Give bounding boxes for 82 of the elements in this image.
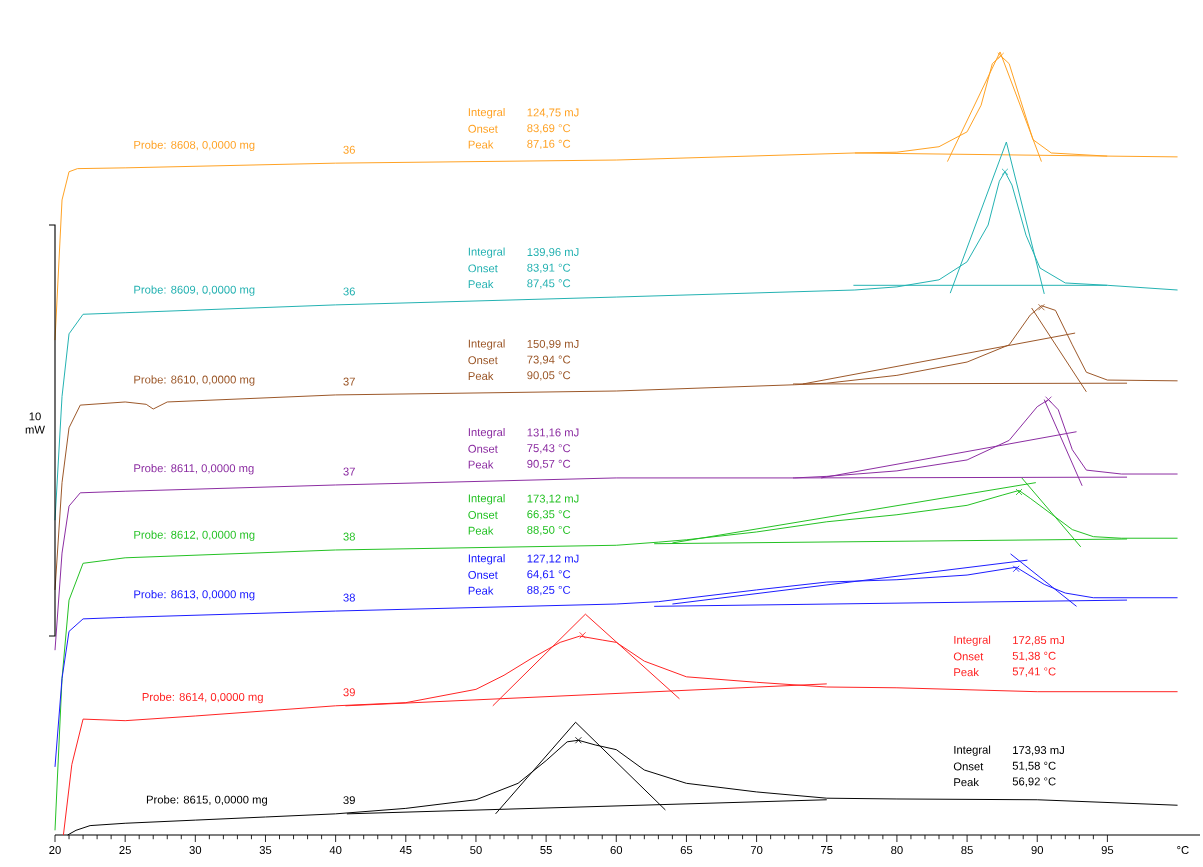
annotation: Integral bbox=[954, 635, 991, 647]
series-label: Probe: 8609, 0,0000 mg bbox=[134, 285, 255, 296]
annotation: Integral bbox=[468, 427, 505, 439]
annotation: Integral bbox=[468, 107, 505, 119]
x-tick-label: 90 bbox=[1031, 846, 1044, 855]
x-tick-label: 85 bbox=[961, 846, 973, 855]
x-tick-label: 75 bbox=[821, 846, 833, 854]
annotation: 88,25 °C bbox=[527, 585, 571, 596]
annotation: 83,91 °C bbox=[527, 263, 571, 273]
annotation: 38 bbox=[343, 593, 355, 602]
annotation: Peak bbox=[468, 460, 494, 469]
annotation: 173,12 mJ bbox=[527, 494, 579, 504]
x-tick-label: 70 bbox=[750, 846, 763, 855]
annotation: 83,69 °C bbox=[527, 124, 571, 134]
annotation: 39 bbox=[343, 688, 355, 697]
annotation: Peak bbox=[468, 279, 494, 289]
annotation: 90,57 °C bbox=[527, 459, 571, 470]
annotation: 73,94 °C bbox=[527, 355, 571, 365]
annotation: Integral bbox=[468, 493, 505, 505]
x-tick-label: 45 bbox=[399, 846, 412, 854]
annotation: 87,16 °C bbox=[527, 139, 571, 150]
annotation: Peak bbox=[468, 140, 494, 149]
annotation: 66,35 °C bbox=[527, 510, 571, 520]
x-tick-label: 80 bbox=[891, 846, 903, 855]
annotation: Peak bbox=[468, 586, 494, 595]
annotation: Integral bbox=[954, 745, 991, 756]
series-label: Probe: 8611, 0,0000 mg bbox=[134, 463, 254, 475]
series-label: Probe: 8610, 0,0000 mg bbox=[134, 375, 255, 386]
x-tick-label: 20 bbox=[49, 846, 61, 855]
annotation: 124,75 mJ bbox=[527, 108, 579, 118]
annotation: 150,99 mJ bbox=[527, 339, 579, 350]
annotation: 56,92 °C bbox=[1012, 777, 1056, 787]
series-label: Probe: 8608, 0,0000 mg bbox=[134, 140, 255, 152]
x-tick-label: 50 bbox=[470, 846, 482, 855]
annotation: 139,96 mJ bbox=[527, 248, 579, 258]
series-label: Probe: 8612, 0,0000 mg bbox=[134, 530, 255, 541]
x-tick-label: 55 bbox=[540, 846, 552, 854]
annotation: Onset bbox=[468, 570, 498, 579]
annotation: Peak bbox=[468, 371, 494, 381]
x-tick-label: 35 bbox=[259, 846, 272, 855]
x-tick-label: 60 bbox=[610, 846, 623, 855]
x-tick-label: 25 bbox=[119, 846, 131, 855]
annotation: Onset bbox=[468, 510, 498, 519]
annotation: 36 bbox=[343, 145, 355, 154]
annotation: Integral bbox=[468, 247, 505, 258]
annotation: 51,38 °C bbox=[1012, 651, 1056, 662]
annotation: 64,61 °C bbox=[527, 570, 571, 580]
annotation: 75,43 °C bbox=[527, 444, 571, 454]
annotation: 37 bbox=[343, 377, 355, 386]
x-tick-label: 30 bbox=[189, 846, 202, 855]
x-tick-label: 65 bbox=[680, 846, 693, 855]
annotation: 87,45 °C bbox=[527, 279, 571, 289]
x-tick-label: 40 bbox=[329, 846, 342, 855]
annotation: 38 bbox=[343, 532, 355, 541]
annotation: Peak bbox=[468, 526, 494, 535]
x-axis-title: °C bbox=[1177, 846, 1189, 855]
annotation: 88,50 °C bbox=[527, 525, 571, 536]
annotation: 127,12 mJ bbox=[527, 554, 579, 564]
annotation: 39 bbox=[343, 796, 355, 805]
annotation: 36 bbox=[343, 287, 355, 296]
annotation: Onset bbox=[468, 356, 498, 365]
annotation: 172,85 mJ bbox=[1013, 636, 1064, 646]
annotation: 51,58 °C bbox=[1012, 761, 1056, 772]
series-label: Probe: 8613, 0,0000 mg bbox=[134, 590, 255, 601]
annotation: Onset bbox=[953, 762, 984, 771]
series-label: Probe: 8614, 0,0000 mg bbox=[142, 692, 263, 704]
annotation: Peak bbox=[954, 777, 979, 787]
annotation: 131,16 mJ bbox=[527, 428, 579, 438]
annotation: Onset bbox=[468, 264, 498, 273]
annotation: Integral bbox=[468, 553, 505, 565]
series-label: Probe: 8615, 0,0000 mg bbox=[146, 795, 268, 806]
annotation: 90,05 °C bbox=[527, 371, 571, 381]
annotation: Onset bbox=[468, 444, 498, 453]
annotation: Onset bbox=[953, 652, 984, 661]
annotation: Onset bbox=[468, 124, 498, 133]
x-tick-label: 95 bbox=[1101, 846, 1114, 855]
annotation: Peak bbox=[954, 667, 979, 677]
annotation: 57,41 °C bbox=[1012, 667, 1056, 677]
y-axis-title: 10 mW bbox=[25, 412, 45, 434]
annotation: 173,93 mJ bbox=[1013, 746, 1064, 756]
annotation: 37 bbox=[343, 467, 355, 476]
annotation: Integral bbox=[468, 339, 505, 350]
